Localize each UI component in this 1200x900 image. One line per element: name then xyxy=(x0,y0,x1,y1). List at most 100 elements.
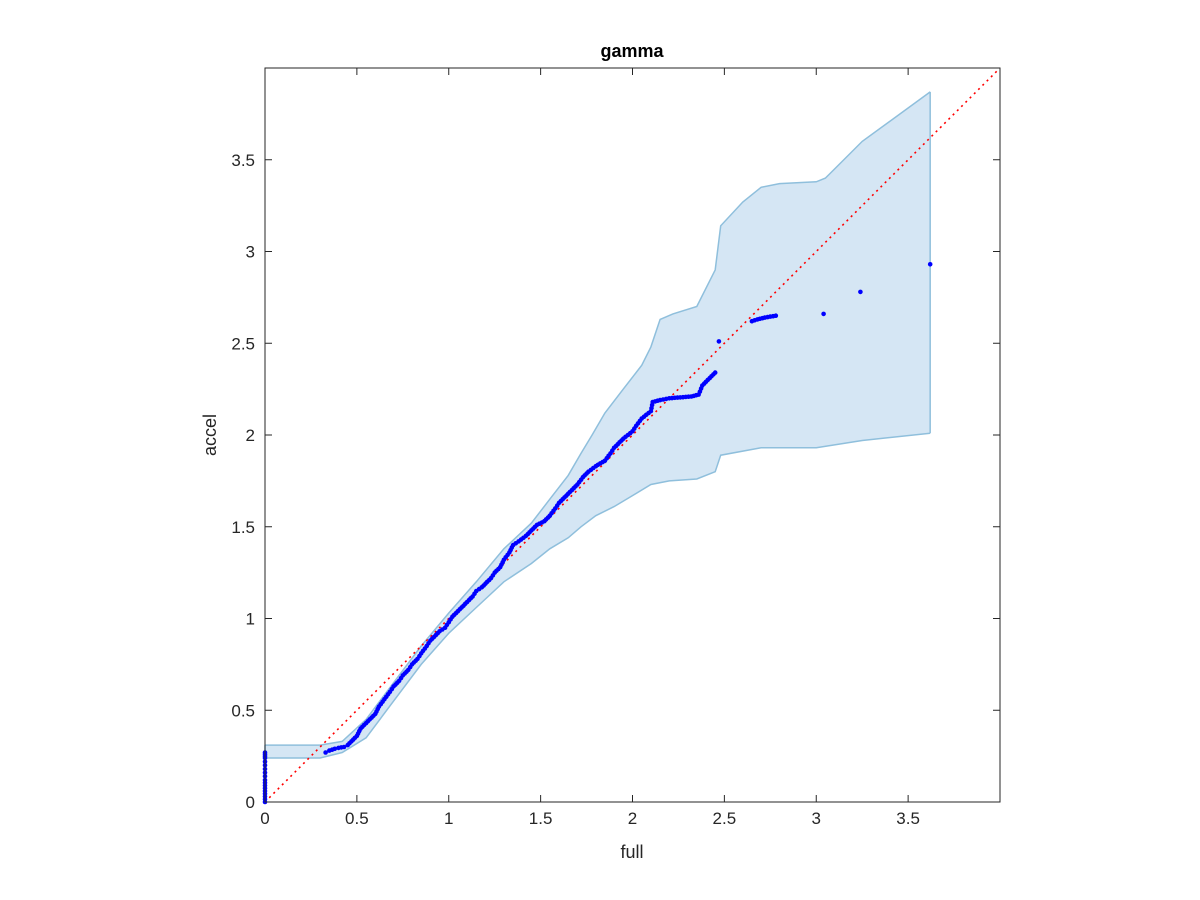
data-point xyxy=(476,586,482,592)
data-point xyxy=(426,641,431,646)
data-point xyxy=(417,653,422,659)
data-point xyxy=(600,459,605,465)
data-point xyxy=(357,728,362,734)
confidence-band-upper-edge xyxy=(265,91,931,746)
data-point xyxy=(490,573,496,578)
ticks-layer: 0 0.5 1 1.5 2 2.5 3 3.5 0 0.5 1 1.5 2 2.5 3 3.5 xyxy=(231,68,1000,828)
data-point xyxy=(573,484,578,489)
data-point xyxy=(444,622,450,628)
data-point xyxy=(463,601,468,607)
data-point xyxy=(380,699,385,704)
y-tick-label: 3.5 xyxy=(231,151,255,170)
data-point xyxy=(532,524,538,530)
data-point xyxy=(404,669,409,674)
data-point xyxy=(584,471,589,476)
data-point xyxy=(375,706,381,712)
data-point xyxy=(637,418,643,424)
data-point xyxy=(509,545,515,550)
data-point xyxy=(521,535,526,541)
y-tick-label: 3 xyxy=(246,243,255,262)
y-tick-label: 0 xyxy=(246,793,255,812)
data-point xyxy=(371,713,376,719)
data-point xyxy=(655,398,660,404)
data-point xyxy=(649,402,655,408)
data-point xyxy=(367,717,373,722)
data-point xyxy=(770,313,776,319)
data-point xyxy=(472,591,477,596)
y-tick-label: 2.5 xyxy=(231,334,255,353)
data-point xyxy=(760,315,765,321)
data-point xyxy=(716,339,722,344)
data-point xyxy=(361,722,367,728)
data-point xyxy=(435,630,441,636)
data-point xyxy=(693,392,699,398)
data-point xyxy=(440,627,445,632)
data-point xyxy=(711,372,716,377)
confidence-band-lower-edge xyxy=(265,432,931,759)
data-point xyxy=(459,605,464,610)
y-tick-label: 1 xyxy=(246,610,255,629)
data-point xyxy=(663,396,669,402)
data-point xyxy=(389,686,395,692)
x-tick-label: 1 xyxy=(444,809,453,828)
data-point xyxy=(565,491,571,497)
data-point xyxy=(698,386,704,391)
data-point xyxy=(407,664,413,670)
data-point xyxy=(591,465,596,471)
data-point xyxy=(821,311,826,317)
data-point xyxy=(858,289,863,295)
y-axis-label: accel xyxy=(200,414,220,456)
x-axis-label: full xyxy=(620,842,643,862)
data-point xyxy=(632,426,637,431)
x-tick-label: 2.5 xyxy=(713,809,737,828)
data-point xyxy=(686,394,691,400)
data-point xyxy=(560,496,565,502)
data-point xyxy=(554,503,560,508)
data-point xyxy=(752,318,757,323)
data-point xyxy=(481,583,487,588)
data-point xyxy=(500,559,506,565)
x-tick-label: 0.5 xyxy=(345,809,369,828)
x-tick-label: 2 xyxy=(628,809,637,828)
data-point xyxy=(619,438,624,443)
data-point xyxy=(385,692,391,697)
data-point xyxy=(422,646,428,651)
x-tick-label: 3.5 xyxy=(896,809,920,828)
data-point xyxy=(453,610,459,616)
data-point xyxy=(329,747,335,752)
data-point xyxy=(551,508,556,514)
data-point xyxy=(545,515,551,520)
data-point xyxy=(646,410,651,416)
x-tick-label: 0 xyxy=(260,809,269,828)
data-point xyxy=(413,658,419,663)
y-tick-label: 0.5 xyxy=(231,701,255,720)
data-point xyxy=(927,262,933,267)
data-point xyxy=(339,745,344,750)
data-point xyxy=(468,596,474,601)
x-tick-label: 3 xyxy=(812,809,821,828)
data-point xyxy=(610,448,615,453)
y-tick-label: 1.5 xyxy=(231,518,255,537)
reference-line-layer xyxy=(264,67,1001,803)
data-point xyxy=(539,520,545,525)
data-point xyxy=(486,577,492,583)
confidence-band-layer xyxy=(264,91,931,759)
data-point xyxy=(323,750,328,755)
data-point xyxy=(347,741,352,746)
data-point xyxy=(448,617,453,622)
reference-line xyxy=(264,67,1001,803)
data-point xyxy=(496,566,501,572)
data-point xyxy=(606,453,611,459)
y-tick-label: 2 xyxy=(246,426,255,445)
data-point xyxy=(398,675,404,681)
chart-title: gamma xyxy=(600,41,664,61)
data-point xyxy=(505,552,510,558)
data-point xyxy=(352,735,358,741)
confidence-band-area xyxy=(265,91,931,758)
data-point xyxy=(627,430,633,436)
data-point xyxy=(513,541,519,546)
data-point xyxy=(431,634,437,640)
x-tick-label: 1.5 xyxy=(529,809,553,828)
data-point xyxy=(578,477,584,483)
